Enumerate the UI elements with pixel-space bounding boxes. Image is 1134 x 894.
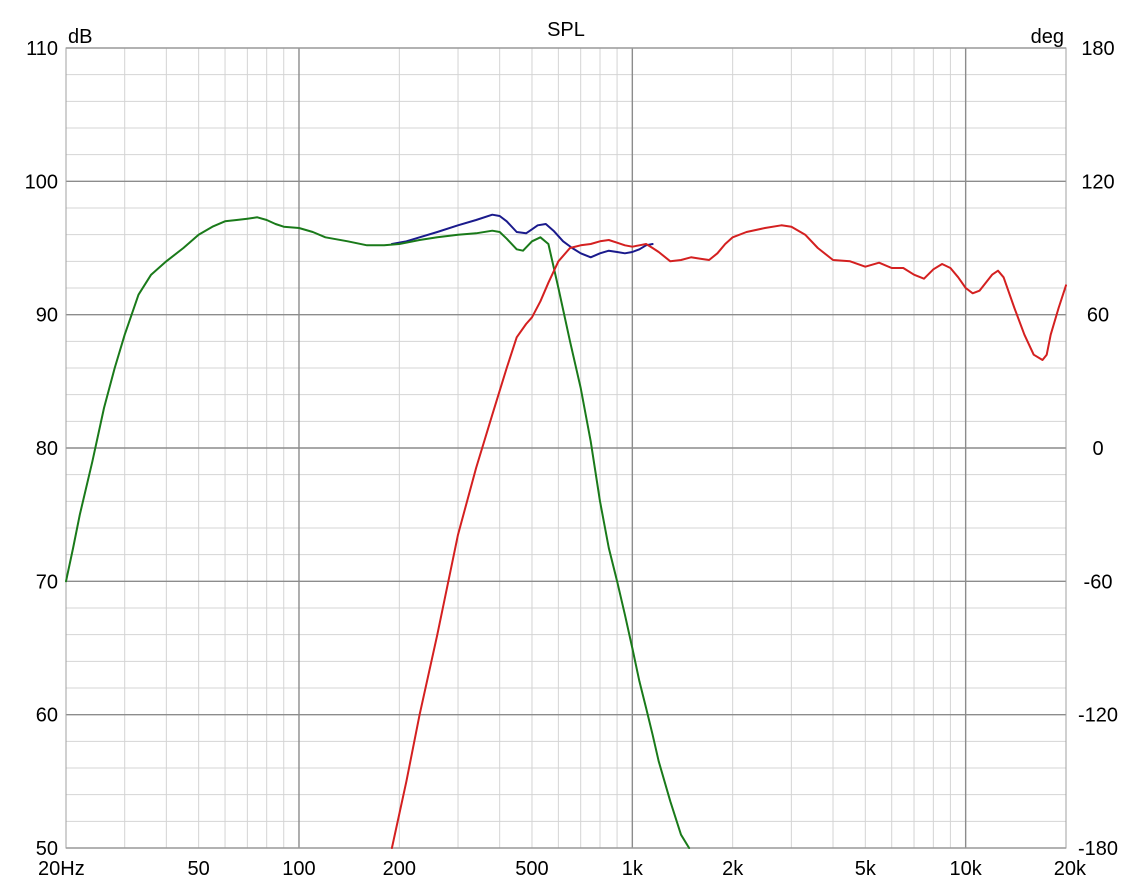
y-tick-label: 100 [25, 171, 58, 193]
x-tick-label: 2k [722, 858, 744, 880]
y2-tick-label: 0 [1092, 438, 1103, 460]
x-tick-label: 10k [950, 858, 983, 880]
x-tick-label: 20Hz [38, 858, 85, 880]
series-line-2 [65, 216, 691, 849]
series-layer [65, 213, 1067, 849]
y2-tick-label: 60 [1087, 305, 1109, 327]
x-tick-label: 500 [515, 858, 548, 880]
y-tick-label: 110 [26, 38, 58, 60]
x-tick-label: 1k [622, 858, 644, 880]
chart-title: SPL [547, 19, 585, 41]
y-tick-label: 70 [36, 571, 58, 593]
y2-axis-label: deg [1031, 26, 1064, 48]
y2-tick-label: 180 [1081, 38, 1114, 60]
y2-tick-label: -180 [1078, 838, 1118, 860]
y-tick-label: 60 [36, 705, 58, 727]
series-line-1 [390, 213, 654, 259]
x-tick-label: 50 [188, 858, 210, 880]
y2-tick-label: -120 [1078, 705, 1118, 727]
y2-tick-label: -60 [1084, 571, 1113, 593]
y-axis-label: dB [68, 26, 92, 48]
x-tick-label: 20k [1054, 858, 1087, 880]
x-axis-tick-labels: 20Hz 50 100 200 500 1k 2k 5k 10k 20k [38, 858, 1087, 880]
y2-tick-label: 120 [1081, 171, 1114, 193]
y2-axis-tick-labels: 180 120 60 0 -60 -120 -180 [1078, 38, 1118, 860]
x-tick-label: 200 [383, 858, 416, 880]
x-tick-label: 100 [282, 858, 315, 880]
x-tick-label: 5k [855, 858, 877, 880]
y-tick-label: 80 [36, 438, 58, 460]
y-tick-label: 50 [36, 838, 58, 860]
series-line-3 [390, 224, 1067, 849]
y-axis-tick-labels: 110 100 90 80 70 60 50 [25, 38, 58, 860]
y-tick-label: 90 [36, 305, 58, 327]
plot-area-frame [65, 47, 1067, 849]
